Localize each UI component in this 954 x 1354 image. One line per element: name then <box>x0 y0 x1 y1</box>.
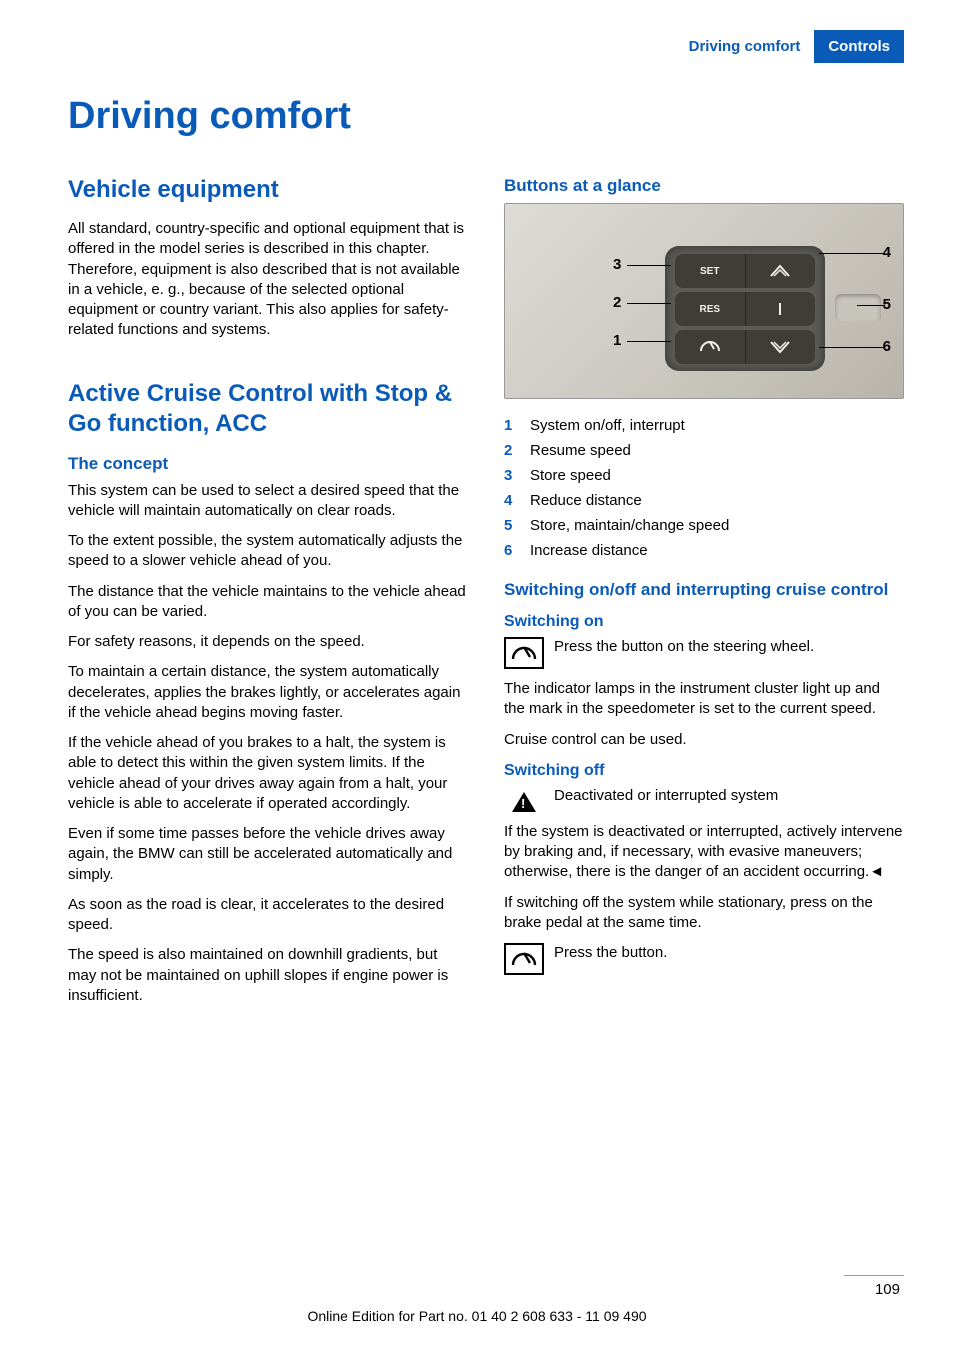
legend-text: Reduce distance <box>530 492 642 509</box>
warning-row: Deactivated or interrupted system <box>504 786 904 818</box>
para-use: Cruise control can be used. <box>504 730 904 750</box>
button-row-bot <box>675 330 815 364</box>
para-concept-6: If the vehicle ahead of you brakes to a … <box>68 733 468 814</box>
legend-num: 1 <box>504 417 530 434</box>
legend-text: Store, maintain/change speed <box>530 517 729 534</box>
para-concept-3: The distance that the vehicle maintains … <box>68 582 468 623</box>
para-concept-4: For safety reasons, it depends on the sp… <box>68 632 468 652</box>
content-columns: Vehicle equipment All standard, country-… <box>68 175 904 1016</box>
warning-icon <box>504 786 544 818</box>
callout-line-4 <box>819 253 885 254</box>
callout-line-1 <box>627 341 671 342</box>
cruise-button-icon <box>504 637 544 669</box>
para-equipment: All standard, country-specific and optio… <box>68 219 468 341</box>
press-button-row: Press the button. <box>504 943 904 975</box>
para-concept-7: Even if some time passes before the vehi… <box>68 824 468 885</box>
legend-num: 6 <box>504 542 530 559</box>
reduce-distance-icon <box>746 254 816 288</box>
res-button-label: RES <box>675 292 746 326</box>
legend-item-1: 1System on/off, interrupt <box>504 417 904 434</box>
switching-on-text: Press the button on the steering wheel. <box>554 637 904 657</box>
para-off-stationary: If switching off the system while statio… <box>504 893 904 934</box>
button-cluster: SET RES <box>665 246 825 371</box>
warning-title: Deactivated or interrupted system <box>554 786 904 806</box>
rocker-indicator-icon <box>746 292 816 326</box>
para-concept-2: To the extent possible, the system autom… <box>68 531 468 572</box>
cruise-onoff-icon <box>675 330 746 364</box>
increase-distance-icon <box>746 330 816 364</box>
callout-line-5 <box>857 305 885 306</box>
button-legend-list: 1System on/off, interrupt 2Resume speed … <box>504 417 904 559</box>
callout-2: 2 <box>613 294 621 311</box>
page-title: Driving comfort <box>68 95 351 138</box>
page-number: 109 <box>875 1281 900 1298</box>
heading-buttons-glance: Buttons at a glance <box>504 175 904 197</box>
callout-line-2 <box>627 303 671 304</box>
heading-concept: The concept <box>68 453 468 475</box>
left-column: Vehicle equipment All standard, country-… <box>68 175 468 1016</box>
legend-text: System on/off, interrupt <box>530 417 685 434</box>
button-row-mid: RES <box>675 292 815 326</box>
legend-item-2: 2Resume speed <box>504 442 904 459</box>
para-indicator: The indicator lamps in the instrument cl… <box>504 679 904 720</box>
heading-vehicle-equipment: Vehicle equipment <box>68 175 468 205</box>
legend-item-5: 5Store, maintain/change speed <box>504 517 904 534</box>
footer-edition: Online Edition for Part no. 01 40 2 608 … <box>0 1308 954 1324</box>
callout-line-3 <box>627 265 671 266</box>
speed-rocker <box>835 294 881 322</box>
legend-num: 5 <box>504 517 530 534</box>
legend-text: Increase distance <box>530 542 648 559</box>
legend-text: Store speed <box>530 467 611 484</box>
legend-item-3: 3Store speed <box>504 467 904 484</box>
para-concept-8: As soon as the road is clear, it acceler… <box>68 895 468 936</box>
warning-body: If the system is deactivated or interrup… <box>504 822 904 883</box>
legend-num: 4 <box>504 492 530 509</box>
legend-num: 3 <box>504 467 530 484</box>
callout-line-6 <box>819 347 885 348</box>
button-row-top: SET <box>675 254 815 288</box>
warning-triangle-icon <box>512 792 536 812</box>
legend-text: Resume speed <box>530 442 631 459</box>
set-button-label: SET <box>675 254 746 288</box>
page-number-rule <box>844 1275 904 1276</box>
callout-1: 1 <box>613 332 621 349</box>
header-breadcrumb: Driving comfort Controls <box>675 30 904 63</box>
press-button-text: Press the button. <box>554 943 904 963</box>
legend-item-6: 6Increase distance <box>504 542 904 559</box>
callout-3: 3 <box>613 256 621 273</box>
right-column: Buttons at a glance SET RES <box>504 175 904 1016</box>
breadcrumb-section: Driving comfort <box>675 30 815 63</box>
heading-switching-off: Switching off <box>504 762 904 780</box>
legend-item-4: 4Reduce distance <box>504 492 904 509</box>
heading-switching: Switching on/off and interrupting cruise… <box>504 579 904 601</box>
steering-wheel-buttons-figure: SET RES <box>504 203 904 399</box>
heading-acc: Active Cruise Control with Stop & Go fun… <box>68 379 468 439</box>
para-concept-5: To maintain a certain distance, the syst… <box>68 662 468 723</box>
switching-on-row: Press the button on the steering wheel. <box>504 637 904 669</box>
para-concept-1: This system can be used to select a desi… <box>68 481 468 522</box>
legend-num: 2 <box>504 442 530 459</box>
para-concept-9: The speed is also maintained on downhill… <box>68 945 468 1006</box>
heading-switching-on: Switching on <box>504 613 904 631</box>
cruise-button-icon <box>504 943 544 975</box>
breadcrumb-chapter: Controls <box>814 30 904 63</box>
